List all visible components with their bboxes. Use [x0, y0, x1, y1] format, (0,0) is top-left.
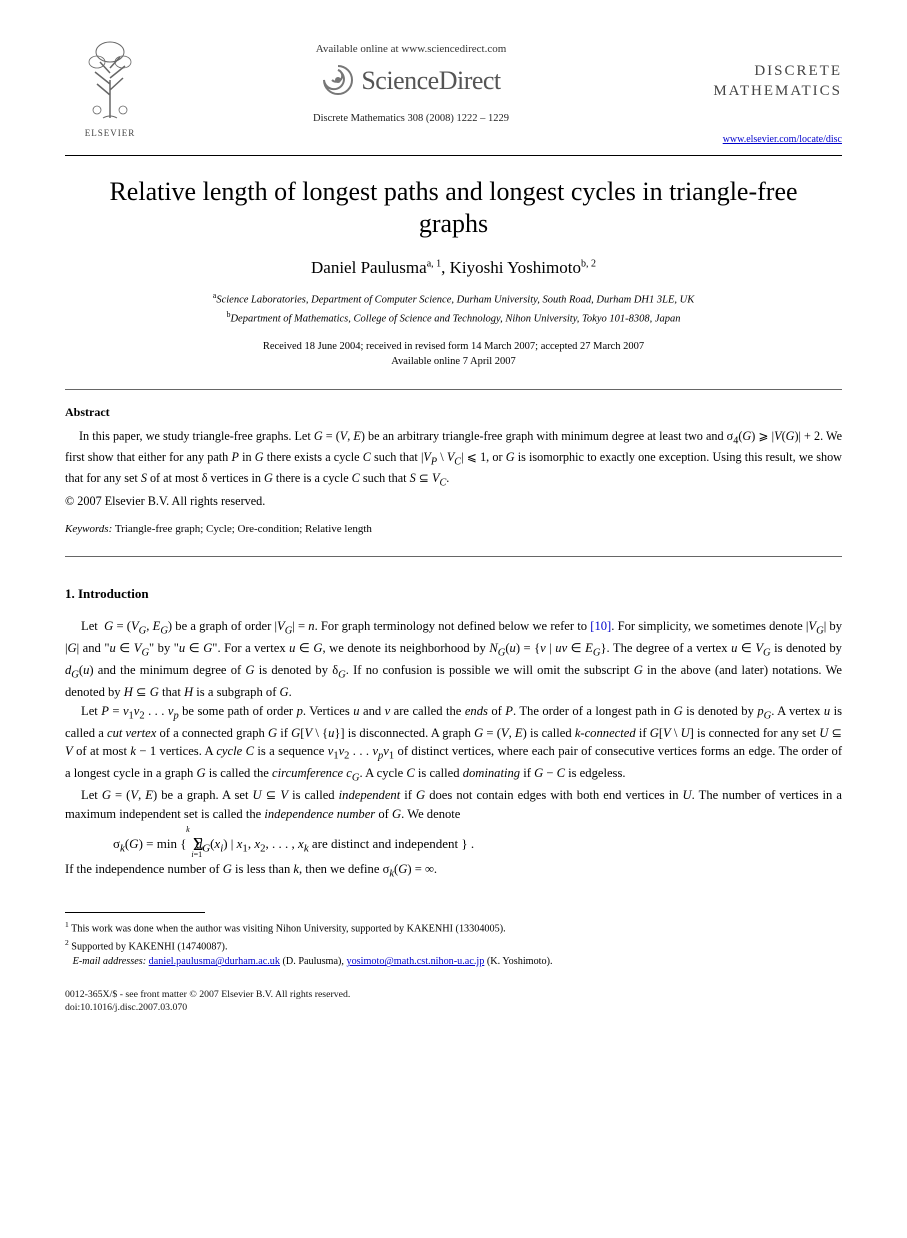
section1-para4-wrap: If the independence number of G is less …: [65, 860, 842, 882]
section1-para1: Let G = (VG, EG) be a graph of order |VG…: [65, 617, 842, 702]
affiliation-a-text: Science Laboratories, Department of Comp…: [216, 295, 694, 306]
affiliation-a: aScience Laboratories, Department of Com…: [65, 291, 842, 308]
elsevier-tree-icon: [75, 40, 145, 125]
section-1-body: Let G = (VG, EG) be a graph of order |VG…: [65, 617, 842, 824]
header-center: Available online at www.sciencedirect.co…: [155, 40, 667, 126]
footnote-2-text: Supported by KAKENHI (14740087).: [71, 941, 227, 952]
sigma-k-equation: σk(G) = min { Σi=1kdG(xi) | x1, x2, . . …: [113, 830, 842, 856]
front-matter-line1: 0012-365X/$ - see front matter © 2007 El…: [65, 988, 842, 1002]
article-dates: Received 18 June 2004; received in revis…: [65, 339, 842, 369]
journal-url-link[interactable]: www.elsevier.com/locate/disc: [723, 134, 842, 145]
section1-para4: If the independence number of G is less …: [65, 860, 842, 882]
header-rule: [65, 155, 842, 156]
abstract-heading: Abstract: [65, 404, 842, 420]
footnote-rule: [65, 912, 205, 913]
footnote-2: 2 Supported by KAKENHI (14740087).: [65, 937, 842, 955]
footnote-emails: E-mail addresses: daniel.paulusma@durham…: [65, 954, 842, 969]
keywords-line: Keywords: Triangle-free graph; Cycle; Or…: [65, 522, 842, 537]
section1-para2: Let P = v1v2 . . . vp be some path of or…: [65, 702, 842, 787]
affiliation-b-text: Department of Mathematics, College of Sc…: [230, 314, 680, 325]
footnote-1-text: This work was done when the author was v…: [71, 923, 506, 934]
abstract-copyright: © 2007 Elsevier B.V. All rights reserved…: [65, 493, 842, 509]
abstract-text: In this paper, we study triangle-free gr…: [65, 428, 842, 491]
sciencedirect-text: ScienceDirect: [361, 63, 500, 98]
sciencedirect-logo: ScienceDirect: [321, 63, 500, 98]
elsevier-logo-block: ELSEVIER: [65, 40, 155, 139]
keywords-text: Triangle-free graph; Cycle; Ore-conditio…: [112, 523, 372, 535]
dates-line2: Available online 7 April 2007: [391, 356, 516, 367]
abstract-body: In this paper, we study triangle-free gr…: [65, 428, 842, 491]
article-header: ELSEVIER Available online at www.science…: [65, 40, 842, 147]
front-matter-block: 0012-365X/$ - see front matter © 2007 El…: [65, 988, 842, 1015]
article-title: Relative length of longest paths and lon…: [105, 176, 802, 241]
footnotes-block: 1 This work was done when the author was…: [65, 919, 842, 970]
journal-name: DISCRETE MATHEMATICS: [667, 62, 842, 101]
journal-reference: Discrete Mathematics 308 (2008) 1222 – 1…: [155, 112, 667, 126]
authors-line: Daniel Paulusmaa, 1, Kiyoshi Yoshimotob,…: [65, 257, 842, 280]
section1-para3: Let G = (V, E) be a graph. A set U ⊆ V i…: [65, 786, 842, 823]
email2-post: (K. Yoshimoto).: [484, 956, 552, 967]
doi-line: doi:10.1016/j.disc.2007.03.070: [65, 1001, 842, 1015]
journal-name-line1: DISCRETE: [754, 63, 842, 79]
pre-abstract-rule: [65, 389, 842, 390]
email-link-1[interactable]: daniel.paulusma@durham.ac.uk: [149, 956, 280, 967]
section-1-heading: 1. Introduction: [65, 585, 842, 603]
email-link-2[interactable]: yosimoto@math.cst.nihon-u.ac.jp: [346, 956, 484, 967]
journal-name-line2: MATHEMATICS: [713, 83, 842, 99]
affiliation-b: bDepartment of Mathematics, College of S…: [65, 310, 842, 327]
footnote-1: 1 This work was done when the author was…: [65, 919, 842, 937]
post-abstract-rule: [65, 556, 842, 557]
email-label: E-mail addresses:: [73, 956, 146, 967]
journal-title-block: DISCRETE MATHEMATICS www.elsevier.com/lo…: [667, 40, 842, 147]
available-online-line: Available online at www.sciencedirect.co…: [155, 42, 667, 57]
elsevier-label: ELSEVIER: [65, 127, 155, 139]
dates-line1: Received 18 June 2004; received in revis…: [263, 341, 644, 352]
keywords-label: Keywords:: [65, 523, 112, 535]
email1-post: (D. Paulusma),: [280, 956, 347, 967]
sciencedirect-swirl-icon: [321, 63, 355, 97]
